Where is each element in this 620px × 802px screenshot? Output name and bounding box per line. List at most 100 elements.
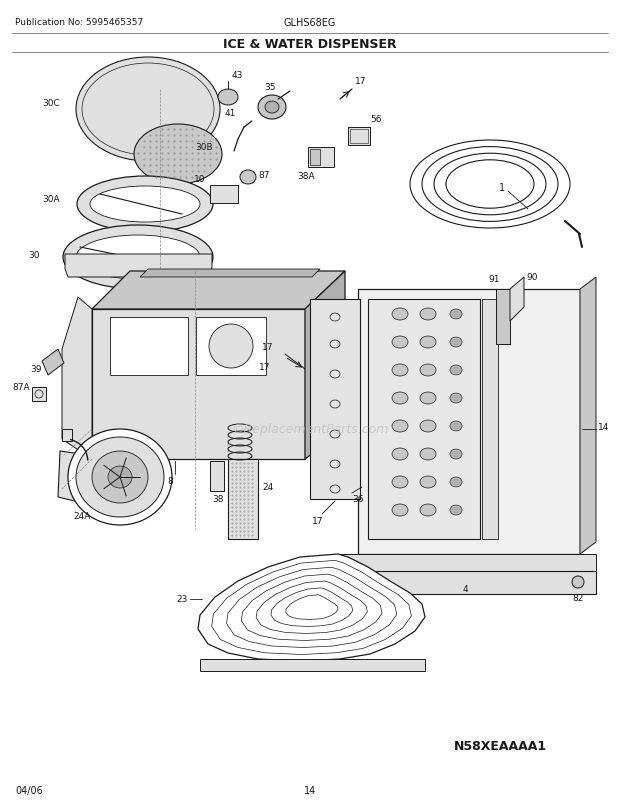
Text: 8: 8 <box>167 476 173 485</box>
Text: 30C: 30C <box>42 99 60 108</box>
Text: 04/06: 04/06 <box>15 785 43 795</box>
Ellipse shape <box>450 449 462 460</box>
Ellipse shape <box>420 504 436 516</box>
Bar <box>228 460 258 539</box>
Text: 90: 90 <box>526 273 538 282</box>
Ellipse shape <box>392 309 408 321</box>
Bar <box>350 130 368 144</box>
Ellipse shape <box>450 422 462 431</box>
Ellipse shape <box>450 505 462 516</box>
Text: Publication No: 5995465357: Publication No: 5995465357 <box>15 18 143 27</box>
Text: 17: 17 <box>262 342 274 351</box>
Text: 17: 17 <box>355 77 366 86</box>
Text: 24A: 24A <box>73 512 91 520</box>
Ellipse shape <box>68 429 172 525</box>
Ellipse shape <box>420 337 436 349</box>
Text: ©ReplacementParts.com: ©ReplacementParts.com <box>231 423 389 436</box>
Bar <box>310 150 320 166</box>
Polygon shape <box>340 571 596 594</box>
Ellipse shape <box>108 467 132 488</box>
Ellipse shape <box>209 325 253 369</box>
Text: 14: 14 <box>304 785 316 795</box>
Polygon shape <box>510 277 524 322</box>
Ellipse shape <box>392 504 408 516</box>
Text: 14: 14 <box>598 423 609 432</box>
Ellipse shape <box>420 448 436 460</box>
Bar <box>210 461 224 492</box>
Text: 36: 36 <box>352 494 363 504</box>
Ellipse shape <box>420 365 436 376</box>
Ellipse shape <box>450 338 462 347</box>
Text: 30B: 30B <box>195 144 213 152</box>
Ellipse shape <box>90 187 200 223</box>
Text: ICE & WATER DISPENSER: ICE & WATER DISPENSER <box>223 38 397 51</box>
Ellipse shape <box>218 90 238 106</box>
Polygon shape <box>358 290 580 554</box>
Ellipse shape <box>134 125 222 184</box>
Ellipse shape <box>420 309 436 321</box>
Ellipse shape <box>392 448 408 460</box>
Polygon shape <box>580 277 596 554</box>
Bar <box>62 429 72 441</box>
Polygon shape <box>310 300 360 500</box>
Text: 1: 1 <box>499 183 505 192</box>
Ellipse shape <box>92 452 148 504</box>
Ellipse shape <box>63 225 213 290</box>
Text: 38: 38 <box>212 494 224 504</box>
Polygon shape <box>140 269 320 277</box>
Ellipse shape <box>77 176 213 233</box>
Ellipse shape <box>420 392 436 404</box>
Ellipse shape <box>392 365 408 376</box>
Text: 43: 43 <box>232 71 244 80</box>
Ellipse shape <box>392 476 408 488</box>
Bar <box>308 148 334 168</box>
Text: 56: 56 <box>370 115 381 124</box>
Text: 41: 41 <box>225 109 236 118</box>
Ellipse shape <box>392 392 408 404</box>
Ellipse shape <box>420 476 436 488</box>
Polygon shape <box>65 255 212 277</box>
Text: 24: 24 <box>262 483 273 492</box>
Text: 38A: 38A <box>297 172 315 180</box>
Text: 17: 17 <box>312 516 324 525</box>
Bar <box>348 128 370 146</box>
Polygon shape <box>108 452 155 509</box>
Polygon shape <box>62 298 92 460</box>
Text: 82: 82 <box>572 593 583 602</box>
Polygon shape <box>340 554 596 571</box>
Ellipse shape <box>265 102 279 114</box>
Polygon shape <box>58 452 115 509</box>
Bar <box>196 318 266 375</box>
Polygon shape <box>305 272 345 460</box>
Ellipse shape <box>450 366 462 375</box>
Text: 30: 30 <box>28 251 40 260</box>
Text: 91: 91 <box>488 274 500 284</box>
Polygon shape <box>198 554 425 661</box>
Text: 4: 4 <box>462 585 468 593</box>
Ellipse shape <box>76 437 164 517</box>
Text: 39: 39 <box>30 365 42 374</box>
Text: 17: 17 <box>259 363 270 372</box>
Polygon shape <box>200 659 425 671</box>
Ellipse shape <box>240 171 256 184</box>
Ellipse shape <box>392 420 408 432</box>
Ellipse shape <box>420 420 436 432</box>
Text: N58XEAAAA1: N58XEAAAA1 <box>453 739 547 752</box>
Ellipse shape <box>76 58 220 162</box>
Ellipse shape <box>450 477 462 488</box>
Ellipse shape <box>76 236 200 280</box>
Polygon shape <box>368 300 480 539</box>
Bar <box>110 318 188 375</box>
Bar <box>496 290 510 345</box>
Text: 10: 10 <box>193 176 205 184</box>
Text: GLHS68EG: GLHS68EG <box>284 18 336 28</box>
Ellipse shape <box>450 394 462 403</box>
Bar <box>482 300 498 539</box>
Ellipse shape <box>258 96 286 119</box>
Text: 35: 35 <box>264 83 276 92</box>
Text: 87A: 87A <box>12 383 30 392</box>
Bar <box>210 186 238 204</box>
Polygon shape <box>42 350 64 375</box>
Text: 87: 87 <box>258 172 270 180</box>
Ellipse shape <box>572 577 584 588</box>
